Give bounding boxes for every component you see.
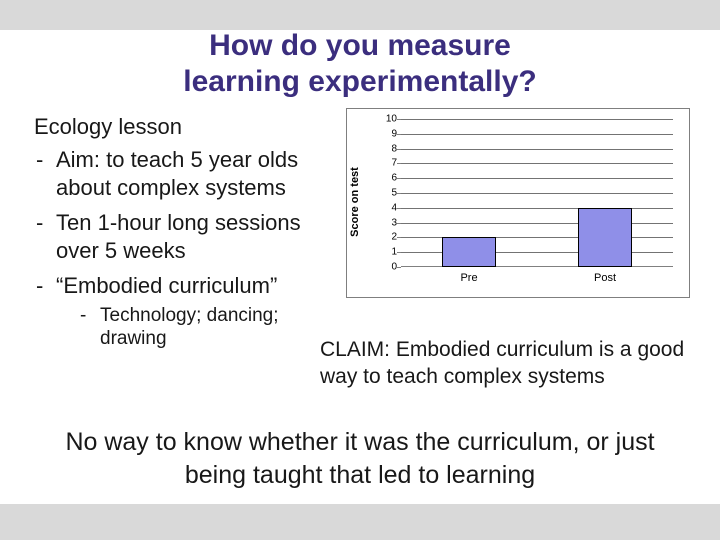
- chart-tickmark: [397, 178, 401, 179]
- chart-tickmark: [397, 134, 401, 135]
- top-band: [0, 0, 720, 30]
- chart-y-tick-label: 0: [381, 262, 397, 273]
- chart-tickmark: [397, 149, 401, 150]
- bottom-band: [0, 504, 720, 540]
- title-line-1: How do you measure: [209, 29, 511, 62]
- chart-gridline: [401, 193, 673, 194]
- chart-gridline: [401, 208, 673, 209]
- chart-y-tick-label: 6: [381, 173, 397, 184]
- chart-bar: [578, 208, 632, 267]
- chart-plot-area: 012345678910PrePost: [401, 119, 673, 267]
- chart-tickmark: [397, 163, 401, 164]
- chart-y-tick-label: 3: [381, 217, 397, 228]
- chart-y-tick-label: 1: [381, 247, 397, 258]
- chart-tickmark: [397, 267, 401, 268]
- bullet-item: Ten 1-hour long sessions over 5 weeks: [34, 209, 324, 264]
- conclusion-text: No way to know whether it was the curric…: [0, 426, 720, 491]
- chart-tickmark: [397, 237, 401, 238]
- sub-bullet-list: Technology; dancing; drawing: [56, 304, 324, 352]
- chart-tickmark: [397, 193, 401, 194]
- chart-inner: Score on test 012345678910PrePost: [359, 117, 679, 287]
- chart-x-tick-label: Pre: [460, 272, 477, 284]
- sub-bullet-item: Technology; dancing; drawing: [56, 304, 324, 352]
- left-column: Ecology lesson Aim: to teach 5 year olds…: [34, 114, 324, 359]
- score-chart: Score on test 012345678910PrePost: [346, 108, 690, 298]
- chart-y-tick-label: 10: [381, 114, 397, 125]
- chart-y-tick-label: 2: [381, 232, 397, 243]
- bullet-item: Aim: to teach 5 year olds about complex …: [34, 146, 324, 201]
- chart-gridline: [401, 178, 673, 179]
- slide-title: How do you measure learning experimental…: [0, 28, 720, 100]
- chart-y-tick-label: 5: [381, 188, 397, 199]
- chart-tickmark: [397, 252, 401, 253]
- chart-y-tick-label: 8: [381, 143, 397, 154]
- chart-y-tick-label: 7: [381, 158, 397, 169]
- chart-gridline: [401, 223, 673, 224]
- bullet-list: Aim: to teach 5 year olds about complex …: [34, 146, 324, 351]
- chart-gridline: [401, 119, 673, 120]
- lesson-heading: Ecology lesson: [34, 114, 324, 140]
- chart-tickmark: [397, 208, 401, 209]
- chart-y-tick-label: 4: [381, 202, 397, 213]
- chart-bar: [442, 237, 496, 267]
- chart-y-label: Score on test: [349, 167, 361, 237]
- chart-x-tick-label: Post: [594, 272, 616, 284]
- title-line-2: learning experimentally?: [183, 65, 536, 98]
- chart-gridline: [401, 134, 673, 135]
- bullet-item: “Embodied curriculum” Technology; dancin…: [34, 272, 324, 351]
- chart-y-tick-label: 9: [381, 128, 397, 139]
- bullet-text: “Embodied curriculum”: [56, 273, 277, 298]
- chart-gridline: [401, 149, 673, 150]
- chart-tickmark: [397, 119, 401, 120]
- chart-tickmark: [397, 223, 401, 224]
- claim-text: CLAIM: Embodied curriculum is a good way…: [320, 336, 696, 391]
- chart-gridline: [401, 163, 673, 164]
